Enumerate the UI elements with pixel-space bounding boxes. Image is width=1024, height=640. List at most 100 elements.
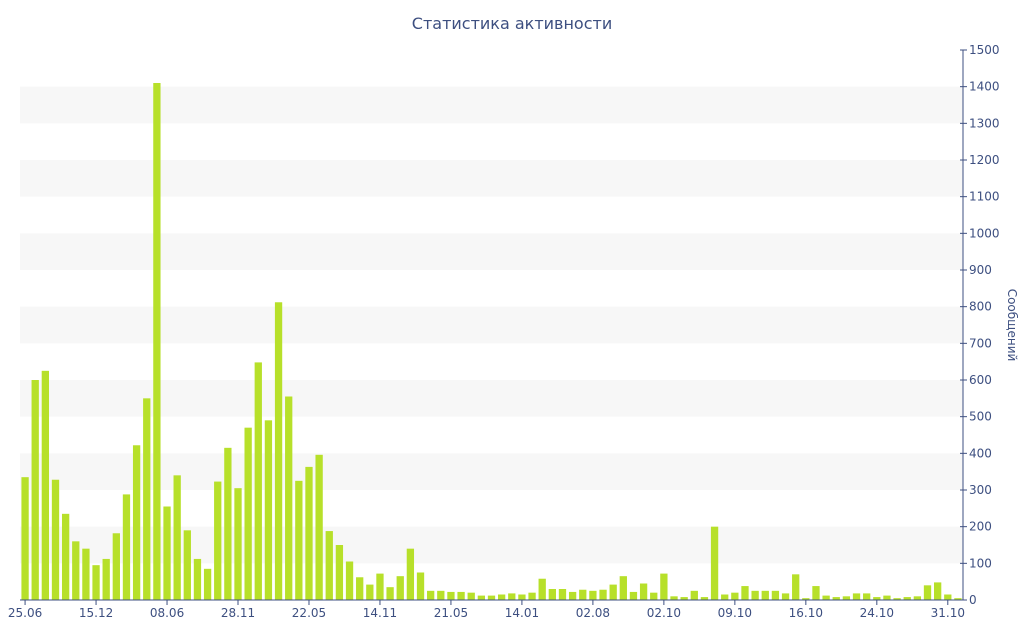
bar[interactable] xyxy=(731,592,739,600)
bar[interactable] xyxy=(508,593,516,600)
bar[interactable] xyxy=(345,561,354,601)
bar[interactable] xyxy=(72,541,80,600)
bar[interactable] xyxy=(903,597,911,600)
y-tick-label: 900 xyxy=(969,263,992,277)
bar[interactable] xyxy=(31,380,39,600)
bar[interactable] xyxy=(842,596,851,600)
bar[interactable] xyxy=(153,83,161,600)
bar[interactable] xyxy=(538,578,546,600)
bar[interactable] xyxy=(82,548,90,600)
bar[interactable] xyxy=(315,454,323,600)
bar[interactable] xyxy=(660,573,668,600)
bar[interactable] xyxy=(944,594,952,601)
bar[interactable] xyxy=(863,593,871,600)
bar[interactable] xyxy=(629,591,638,600)
bar[interactable] xyxy=(893,598,901,600)
bar[interactable] xyxy=(599,589,607,600)
bar[interactable] xyxy=(710,526,719,600)
bar[interactable] xyxy=(163,506,171,601)
bar[interactable] xyxy=(92,565,100,600)
bar[interactable] xyxy=(477,595,486,600)
bar[interactable] xyxy=(406,548,415,600)
bar[interactable] xyxy=(21,477,29,600)
bar[interactable] xyxy=(781,593,790,600)
bar[interactable] xyxy=(193,558,202,600)
bar[interactable] xyxy=(356,577,364,600)
bar[interactable] xyxy=(41,370,49,600)
bar[interactable] xyxy=(913,596,922,600)
grid-band xyxy=(20,453,963,490)
bar[interactable] xyxy=(427,590,435,600)
bar[interactable] xyxy=(132,445,141,600)
bar[interactable] xyxy=(873,597,881,600)
bar[interactable] xyxy=(721,594,729,601)
bar[interactable] xyxy=(883,595,891,600)
bar[interactable] xyxy=(224,447,232,600)
bar[interactable] xyxy=(183,530,191,600)
bar[interactable] xyxy=(244,427,252,600)
bar[interactable] xyxy=(822,595,830,600)
bar[interactable] xyxy=(325,531,333,600)
bar[interactable] xyxy=(61,513,70,600)
bar[interactable] xyxy=(690,590,698,600)
bar[interactable] xyxy=(173,475,181,600)
bar[interactable] xyxy=(416,572,425,601)
bar[interactable] xyxy=(832,597,840,600)
bar[interactable] xyxy=(589,590,597,600)
bar[interactable] xyxy=(761,590,769,600)
bar[interactable] xyxy=(680,597,688,600)
bar[interactable] xyxy=(122,494,131,600)
bar[interactable] xyxy=(305,466,313,600)
bar[interactable] xyxy=(264,420,273,600)
x-tick-label: 14.11 xyxy=(363,606,397,620)
bar[interactable] xyxy=(639,583,648,601)
y-tick-label: 1500 xyxy=(969,43,1000,57)
bar[interactable] xyxy=(112,533,120,600)
bar[interactable] xyxy=(274,302,283,600)
bar[interactable] xyxy=(923,585,932,600)
bar[interactable] xyxy=(650,592,658,600)
bar[interactable] xyxy=(234,488,242,600)
bar[interactable] xyxy=(254,362,262,600)
bar[interactable] xyxy=(396,576,404,600)
bar[interactable] xyxy=(528,592,536,600)
x-tick-label: 14.01 xyxy=(505,606,539,620)
bar[interactable] xyxy=(852,593,861,600)
bar[interactable] xyxy=(802,598,810,600)
bar[interactable] xyxy=(467,592,475,600)
bar[interactable] xyxy=(568,591,577,600)
bar[interactable] xyxy=(548,589,556,600)
bar[interactable] xyxy=(497,594,506,601)
bar[interactable] xyxy=(609,584,617,600)
bar[interactable] xyxy=(285,396,293,601)
bar[interactable] xyxy=(214,481,222,600)
y-tick-label: 700 xyxy=(969,336,992,350)
bar[interactable] xyxy=(812,586,820,600)
bar[interactable] xyxy=(203,568,212,600)
bar[interactable] xyxy=(143,398,151,600)
bar[interactable] xyxy=(771,590,780,600)
bar[interactable] xyxy=(457,591,465,600)
bar[interactable] xyxy=(954,598,962,600)
bar[interactable] xyxy=(335,545,344,600)
bar[interactable] xyxy=(447,591,455,600)
bar[interactable] xyxy=(619,576,627,600)
bar[interactable] xyxy=(934,582,942,600)
bar[interactable] xyxy=(376,573,384,600)
y-tick-label: 600 xyxy=(969,373,992,387)
bar[interactable] xyxy=(487,595,496,600)
bar[interactable] xyxy=(295,480,303,600)
bar[interactable] xyxy=(386,587,394,600)
bar[interactable] xyxy=(51,479,60,600)
bar[interactable] xyxy=(437,590,445,600)
bar[interactable] xyxy=(741,586,749,600)
bar[interactable] xyxy=(558,589,567,600)
bar[interactable] xyxy=(102,558,110,600)
bar[interactable] xyxy=(366,584,374,600)
bar[interactable] xyxy=(751,590,759,600)
bar[interactable] xyxy=(792,574,800,600)
bar[interactable] xyxy=(670,596,678,600)
bar[interactable] xyxy=(700,597,709,600)
bar[interactable] xyxy=(518,594,526,601)
bar[interactable] xyxy=(579,589,587,600)
